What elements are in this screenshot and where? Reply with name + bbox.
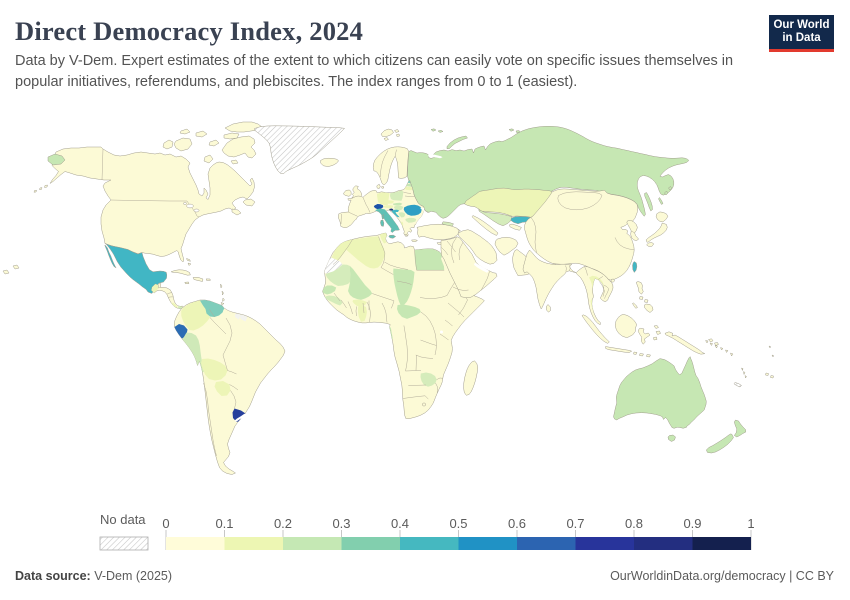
svg-text:0.3: 0.3 bbox=[332, 516, 350, 531]
svg-text:0.6: 0.6 bbox=[508, 516, 526, 531]
svg-text:0.9: 0.9 bbox=[683, 516, 701, 531]
svg-text:0.7: 0.7 bbox=[566, 516, 584, 531]
svg-text:1: 1 bbox=[747, 516, 754, 531]
svg-text:0.8: 0.8 bbox=[625, 516, 643, 531]
svg-text:0.1: 0.1 bbox=[215, 516, 233, 531]
svg-text:0: 0 bbox=[162, 516, 169, 531]
svg-text:0.2: 0.2 bbox=[274, 516, 292, 531]
svg-text:0.5: 0.5 bbox=[449, 516, 467, 531]
svg-text:0.4: 0.4 bbox=[391, 516, 409, 531]
